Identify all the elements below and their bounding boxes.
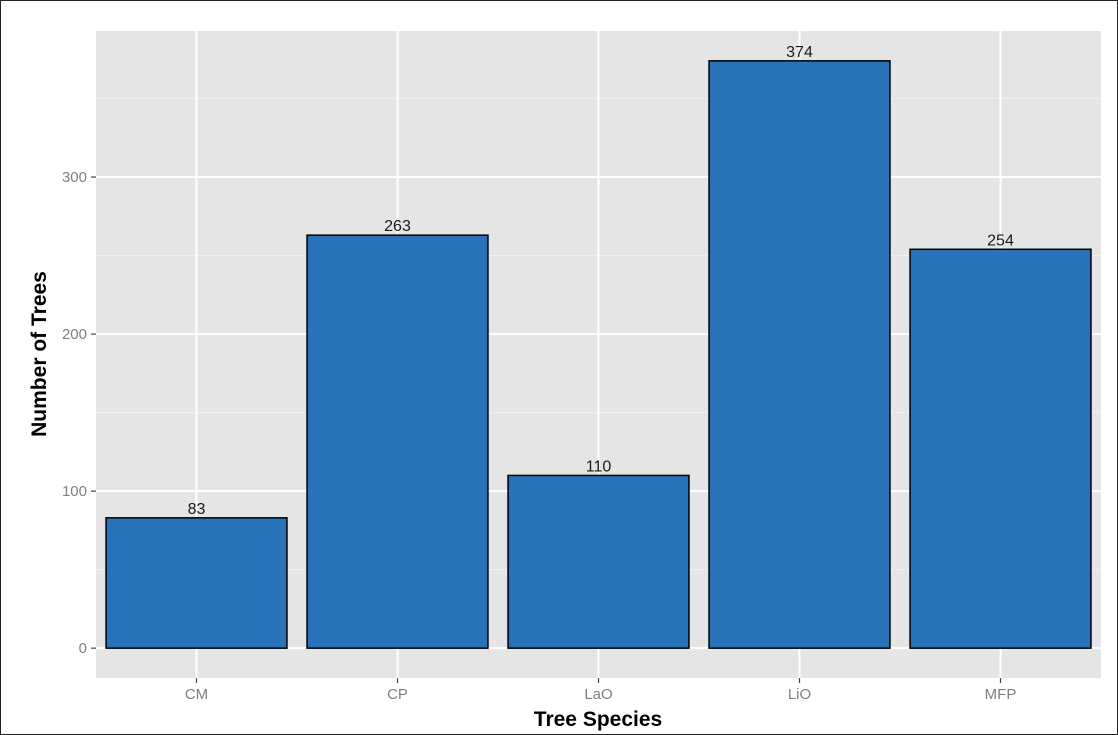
bar-mfp	[909, 248, 1092, 649]
data-label-lio: 374	[786, 44, 813, 61]
data-label-lao: 110	[586, 458, 612, 475]
y-tick-label: 300	[62, 169, 87, 186]
x-axis-title: Tree Species	[534, 708, 662, 731]
bars	[105, 60, 1092, 649]
bar-lao	[507, 474, 690, 649]
x-tick-label: MFP	[985, 686, 1017, 703]
y-axis: 0 100 200 300	[62, 169, 96, 657]
x-axis: CM CP LaO LiO MFP	[185, 678, 1017, 703]
y-tick-label: 0	[79, 640, 87, 657]
data-label-cp: 263	[384, 218, 411, 235]
data-labels: 83 263 110 374 254	[188, 44, 1014, 518]
x-tick-label: CM	[185, 686, 208, 703]
x-tick-label: CP	[387, 686, 408, 703]
bar-lio	[708, 60, 891, 649]
y-axis-title: Number of Trees	[28, 271, 51, 437]
y-tick-label: 200	[62, 326, 87, 343]
bar-cm	[105, 517, 288, 649]
data-label-mfp: 254	[987, 232, 1014, 249]
data-label-cm: 83	[188, 501, 206, 518]
x-tick-label: LiO	[788, 686, 811, 703]
bar-cp	[306, 234, 489, 649]
y-tick-label: 100	[62, 483, 87, 500]
x-tick-label: LaO	[584, 686, 612, 703]
